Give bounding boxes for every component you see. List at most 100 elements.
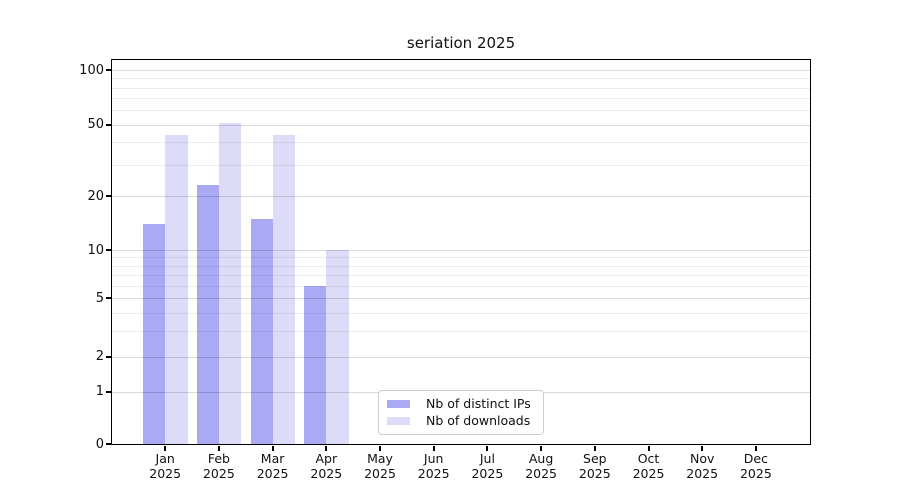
x-tick-month: Aug bbox=[528, 451, 554, 466]
x-tick-year: 2025 bbox=[525, 465, 557, 481]
major-gridline bbox=[112, 70, 810, 71]
minor-gridline bbox=[112, 87, 810, 89]
x-tick-month: Mar bbox=[260, 451, 285, 466]
minor-gridline bbox=[112, 164, 810, 166]
y-tick-mark bbox=[106, 355, 111, 358]
minor-gridline bbox=[112, 78, 810, 80]
x-tick-mark bbox=[325, 446, 328, 451]
plot-area: 0 1 2 5 10 20 50 100 Jan 2025 Feb 2025 Mar 2025 Apr 20… bbox=[79, 59, 811, 481]
minor-gridline bbox=[112, 142, 810, 144]
x-tick-month: Jul bbox=[479, 451, 495, 466]
x-tick-month: Apr bbox=[315, 451, 338, 466]
x-tick-mark bbox=[432, 446, 435, 451]
chart-title: seriation 2025 bbox=[406, 34, 516, 52]
x-tick-label: Jul 2025 bbox=[457, 451, 517, 482]
x-tick-mark bbox=[486, 446, 489, 451]
x-tick-label: Sep 2025 bbox=[565, 451, 625, 482]
x-tick-label: Feb 2025 bbox=[189, 451, 249, 482]
chart-bar-downloads bbox=[165, 134, 188, 444]
y-tick-label: 100 bbox=[79, 62, 104, 78]
legend: Nb of distinct IPs Nb of downloads bbox=[378, 390, 544, 435]
minor-gridline bbox=[112, 98, 810, 100]
x-tick-year: 2025 bbox=[686, 465, 719, 481]
x-tick-year: 2025 bbox=[256, 465, 289, 481]
x-tick-mark bbox=[217, 446, 220, 451]
legend-label: Nb of distinct IPs bbox=[426, 396, 531, 411]
minor-gridline bbox=[112, 265, 810, 267]
y-tick-mark bbox=[106, 69, 111, 71]
y-tick-label: 5 bbox=[95, 290, 104, 306]
minor-gridline bbox=[112, 257, 810, 259]
y-tick-label: 2 bbox=[95, 349, 104, 365]
minor-gridline bbox=[112, 110, 810, 112]
x-tick-year: 2025 bbox=[310, 465, 343, 481]
x-tick-label: Mar 2025 bbox=[243, 451, 303, 482]
minor-gridline bbox=[112, 330, 810, 332]
y-tick-mark bbox=[106, 123, 111, 126]
major-gridline bbox=[112, 356, 810, 358]
x-tick-month: Jan bbox=[155, 451, 175, 466]
y-tick-mark bbox=[106, 195, 111, 198]
x-tick-month: Dec bbox=[743, 451, 768, 466]
y-tick-label: 1 bbox=[95, 384, 104, 400]
x-tick-year: 2025 bbox=[417, 465, 450, 481]
x-tick-mark bbox=[540, 446, 543, 451]
x-tick-month: Oct bbox=[637, 451, 660, 466]
x-tick-month: Jun bbox=[423, 451, 444, 466]
chart-bar-downloads bbox=[272, 134, 296, 444]
x-tick-label: Apr 2025 bbox=[296, 451, 356, 482]
minor-gridline bbox=[112, 274, 810, 276]
x-tick-year: 2025 bbox=[149, 465, 182, 481]
x-tick-mark bbox=[164, 446, 167, 451]
x-tick-year: 2025 bbox=[632, 465, 665, 481]
x-tick-label: Nov 2025 bbox=[672, 451, 732, 482]
x-tick-mark bbox=[647, 446, 650, 451]
x-tick-label: Jun 2025 bbox=[404, 451, 464, 482]
y-tick-label: 20 bbox=[87, 188, 104, 204]
major-gridline bbox=[112, 196, 810, 198]
x-tick-year: 2025 bbox=[202, 465, 235, 481]
y-tick-label: 50 bbox=[87, 117, 104, 133]
legend-label: Nb of downloads bbox=[426, 413, 531, 428]
x-tick-month: Sep bbox=[583, 451, 607, 466]
minor-gridline bbox=[112, 285, 810, 287]
x-tick-month: May bbox=[367, 451, 393, 466]
y-tick-label: 0 bbox=[95, 436, 104, 452]
x-tick-month: Feb bbox=[207, 451, 230, 466]
chart-bar-distinct-ips bbox=[196, 185, 219, 444]
x-tick-mark bbox=[593, 446, 596, 451]
minor-gridline bbox=[112, 312, 810, 314]
x-tick-mark bbox=[379, 446, 381, 451]
major-gridline bbox=[112, 250, 810, 251]
x-tick-year: 2025 bbox=[578, 465, 611, 481]
legend-swatch-downloads-icon bbox=[387, 416, 410, 426]
legend-item-distinct-ips: Nb of distinct IPs bbox=[387, 396, 535, 412]
x-tick-label: Aug 2025 bbox=[511, 451, 571, 482]
legend-item-downloads: Nb of downloads bbox=[387, 413, 535, 429]
chart-bar-downloads bbox=[326, 250, 349, 444]
y-tick-mark bbox=[106, 390, 111, 393]
chart-bar-distinct-ips bbox=[304, 285, 327, 444]
x-tick-label: Oct 2025 bbox=[619, 451, 679, 482]
y-tick-mark bbox=[106, 443, 111, 445]
y-tick-mark bbox=[106, 249, 111, 251]
x-tick-year: 2025 bbox=[471, 465, 504, 481]
legend-swatch-distinct-ips-icon bbox=[387, 399, 410, 409]
x-tick-mark bbox=[754, 446, 757, 451]
y-tick-mark bbox=[106, 297, 111, 300]
x-tick-year: 2025 bbox=[739, 465, 772, 481]
x-tick-label: Dec 2025 bbox=[726, 451, 786, 482]
chart-bar-distinct-ips bbox=[143, 223, 166, 444]
major-gridline bbox=[112, 298, 810, 300]
x-tick-label: May 2025 bbox=[350, 451, 410, 482]
x-tick-mark bbox=[701, 446, 704, 451]
x-tick-mark bbox=[271, 446, 274, 451]
x-tick-year: 2025 bbox=[364, 465, 396, 481]
chart-bar-distinct-ips bbox=[250, 218, 273, 444]
x-tick-month: Nov bbox=[689, 451, 715, 466]
y-tick-label: 10 bbox=[87, 242, 104, 258]
major-gridline bbox=[112, 124, 810, 126]
chart-bar-downloads bbox=[218, 123, 242, 444]
x-tick-label: Jan 2025 bbox=[135, 451, 195, 482]
